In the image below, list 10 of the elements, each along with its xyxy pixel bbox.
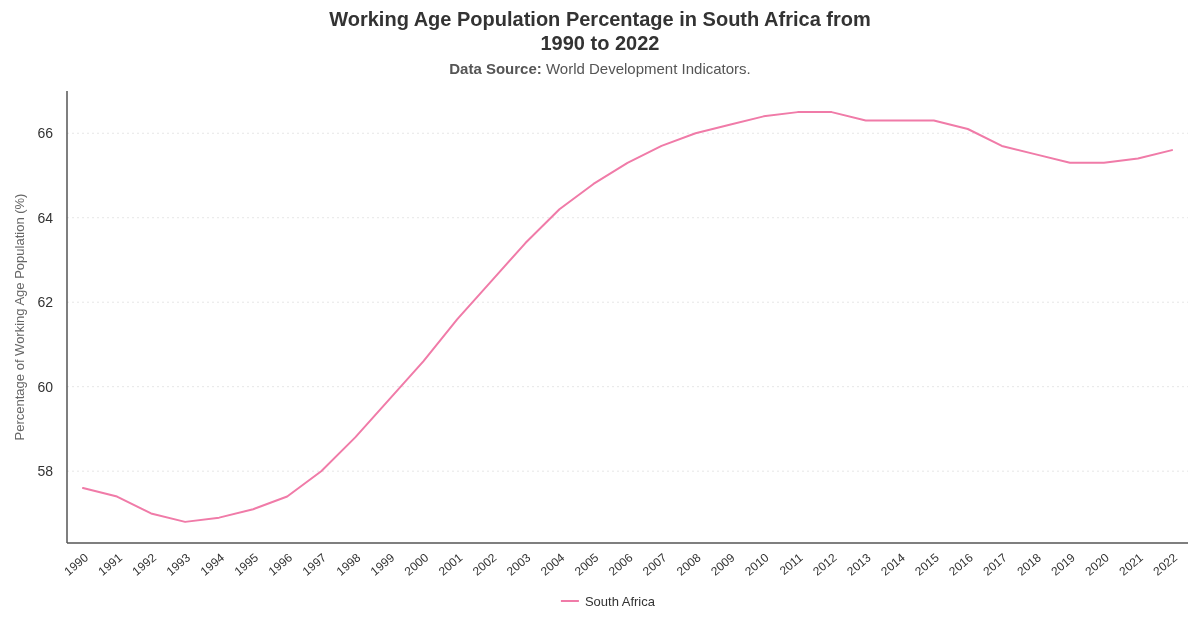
y-tick-label: 64	[37, 209, 54, 226]
y-tick-label: 62	[37, 294, 54, 311]
y-axis-title: Percentage of Working Age Population (%)	[12, 193, 27, 441]
chart-title: Working Age Population Percentage in South Africa from 1990 to 2022	[329, 8, 871, 54]
y-tick-label: 60	[37, 378, 54, 395]
legend-label: South Africa	[584, 594, 656, 609]
chart-subtitle: Data Source: World Development Indicators.	[449, 60, 751, 77]
line-series	[82, 111, 1174, 523]
y-tick-label: 66	[37, 125, 54, 142]
y-tick-label: 58	[37, 463, 54, 480]
